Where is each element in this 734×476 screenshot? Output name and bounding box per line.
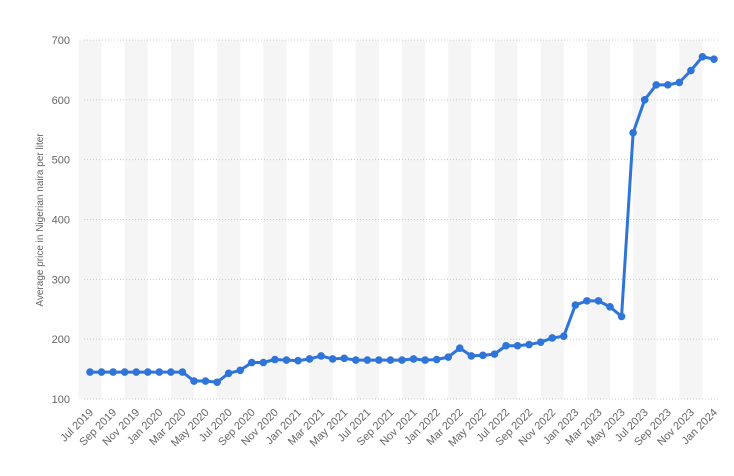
band [633, 40, 657, 399]
point [652, 81, 661, 89]
y-axis-label: Average price in Nigerian naira per lite… [35, 133, 46, 307]
point [375, 356, 383, 364]
point [663, 81, 672, 89]
point [305, 355, 314, 363]
point [178, 368, 187, 376]
point [594, 297, 603, 305]
band [124, 40, 148, 399]
point [398, 356, 406, 364]
point [201, 377, 210, 385]
point [467, 352, 476, 360]
point [155, 368, 164, 376]
point [328, 355, 337, 363]
point [386, 356, 395, 364]
point [710, 55, 718, 63]
y-tick-label: 200 [52, 334, 70, 346]
point [675, 78, 684, 87]
point [617, 312, 626, 321]
point [282, 356, 291, 364]
y-tick-label: 400 [52, 215, 70, 227]
point [444, 353, 453, 361]
point [513, 341, 522, 350]
y-tick-label: 500 [52, 155, 70, 167]
point [606, 303, 614, 311]
point [629, 128, 637, 137]
point [190, 377, 198, 385]
band [263, 40, 287, 399]
point [247, 358, 256, 367]
point [502, 341, 510, 350]
point [490, 350, 499, 358]
point [525, 340, 533, 349]
point [109, 368, 117, 376]
point [455, 344, 464, 352]
y-tick-label: 700 [52, 35, 70, 47]
point [236, 366, 245, 375]
point [271, 355, 279, 364]
band [494, 40, 518, 399]
point [571, 301, 580, 309]
point [548, 334, 557, 342]
point [132, 368, 141, 376]
point [363, 356, 372, 364]
band [586, 40, 610, 399]
point [120, 368, 129, 376]
point [317, 352, 325, 360]
y-tick-label: 600 [52, 95, 70, 107]
point [559, 332, 568, 340]
point [583, 297, 591, 305]
point [224, 369, 233, 378]
point [340, 354, 349, 363]
band [402, 40, 426, 399]
point [479, 351, 487, 360]
point [143, 368, 152, 376]
point [536, 338, 545, 346]
point [351, 356, 360, 364]
point [421, 356, 429, 364]
point [167, 368, 175, 376]
point [213, 378, 221, 387]
point [409, 355, 418, 363]
point [86, 368, 94, 376]
point [687, 66, 695, 75]
band [355, 40, 379, 399]
y-tick-label: 100 [52, 394, 70, 406]
point [432, 355, 441, 364]
y-tick-label: 300 [52, 274, 70, 286]
point [259, 358, 268, 367]
point [698, 52, 707, 61]
point [294, 356, 302, 365]
point [97, 368, 106, 376]
band [170, 40, 194, 399]
point [640, 96, 649, 104]
